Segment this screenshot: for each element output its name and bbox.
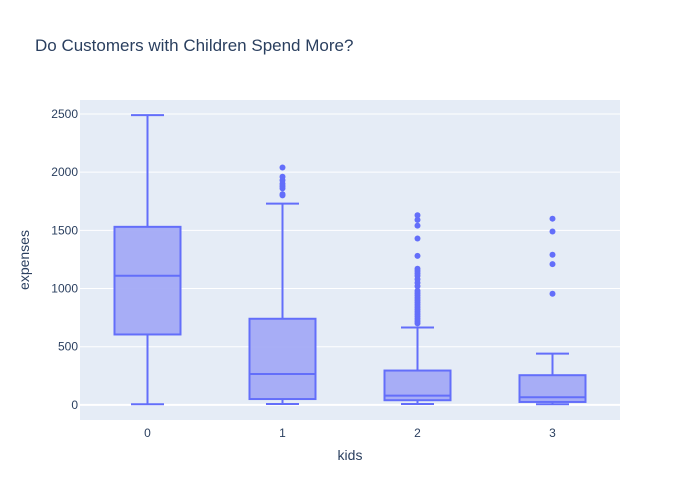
iqr-box: [113, 225, 182, 336]
chart-title: Do Customers with Children Spend More?: [35, 36, 353, 55]
outlier-point: [414, 235, 421, 242]
y-tick-label: 1000: [51, 282, 78, 296]
x-axis-title: kids: [338, 447, 363, 463]
outlier-point: [549, 228, 556, 235]
outlier-point: [414, 222, 421, 229]
grid-lines: [80, 113, 620, 406]
outlier-point: [414, 287, 421, 294]
outlier-point: [414, 216, 421, 223]
outlier-point: [549, 251, 556, 258]
outlier-point: [279, 164, 286, 171]
outlier-point: [414, 252, 421, 259]
y-tick-label: 1500: [51, 223, 78, 237]
outlier-point: [414, 265, 421, 272]
box-1: [248, 164, 317, 405]
outlier-point: [549, 290, 556, 297]
x-tick-label: 3: [549, 426, 556, 440]
x-tick-label: 0: [144, 426, 151, 440]
y-tick-label: 500: [58, 340, 78, 354]
y-axis-title: expenses: [16, 230, 32, 290]
box-3: [518, 215, 587, 406]
outlier-point: [414, 212, 421, 219]
y-tick-label: 2000: [51, 165, 78, 179]
box-2: [383, 212, 452, 405]
y-tick-label: 0: [71, 398, 78, 412]
y-tick-label: 2500: [51, 107, 78, 121]
x-tick-label: 2: [414, 426, 421, 440]
outlier-point: [279, 173, 286, 180]
y-axis-ticks: 0 500 1000 1500 2000 2500: [51, 107, 78, 412]
box-0: [113, 114, 182, 406]
outlier-point: [549, 261, 556, 268]
iqr-box: [248, 317, 317, 401]
x-axis-ticks: 0 1 2 3: [144, 426, 556, 440]
outlier-point: [549, 215, 556, 222]
x-tick-label: 1: [279, 426, 286, 440]
box-series: [113, 114, 587, 406]
outlier-point: [279, 191, 286, 198]
